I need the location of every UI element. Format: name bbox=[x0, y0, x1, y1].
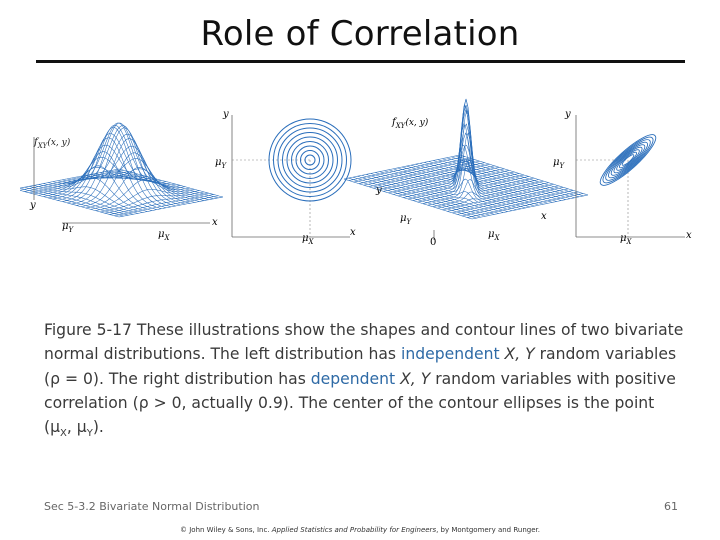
mesh-line bbox=[57, 133, 162, 201]
svg-text:x: x bbox=[686, 230, 692, 241]
mesh-line bbox=[467, 193, 584, 218]
mesh-line bbox=[20, 168, 120, 189]
mesh-line bbox=[104, 192, 209, 214]
bivariate-normal-figure: fXY(x, y) y μY μX x y μY μX x fXY(x, y) … bbox=[20, 98, 692, 248]
section-footer: Sec 5-3.2 Bivariate Normal Distribution bbox=[44, 500, 260, 513]
mesh-line bbox=[403, 104, 520, 198]
mesh-line bbox=[90, 179, 195, 210]
contour-ellipse bbox=[610, 144, 646, 176]
contour-circle bbox=[282, 132, 338, 188]
mesh-line bbox=[432, 182, 549, 207]
mesh-line bbox=[43, 166, 148, 197]
mesh-line bbox=[427, 178, 544, 206]
mesh-line bbox=[417, 132, 534, 203]
mesh-line bbox=[457, 190, 574, 215]
mesh-line bbox=[95, 189, 200, 211]
contour-ellipse bbox=[621, 154, 635, 166]
svg-text:μX: μX bbox=[488, 229, 501, 242]
independent-surface-mesh bbox=[20, 122, 224, 218]
slide-title: Role of Correlation bbox=[200, 14, 520, 54]
svg-text:μY: μY bbox=[400, 213, 413, 226]
svg-text:x: x bbox=[541, 211, 547, 222]
contour-circle bbox=[277, 127, 343, 193]
mesh-line bbox=[388, 160, 505, 194]
mesh-line bbox=[398, 123, 515, 197]
mesh-line bbox=[447, 187, 564, 212]
mesh-line bbox=[393, 144, 510, 195]
dependent-contour-panel: y μY μX x bbox=[553, 109, 692, 246]
mesh-line bbox=[452, 188, 569, 214]
mesh-line bbox=[471, 194, 589, 220]
contour-circle bbox=[291, 141, 329, 179]
contour-circle bbox=[304, 154, 316, 166]
contour-circle bbox=[295, 145, 325, 175]
mesh-line bbox=[353, 157, 470, 183]
mesh-line bbox=[462, 191, 579, 217]
svg-text:x: x bbox=[350, 227, 356, 238]
svg-text:μX: μX bbox=[158, 229, 171, 242]
svg-text:fXY(x, y): fXY(x, y) bbox=[391, 117, 429, 130]
contour-ellipse bbox=[599, 134, 657, 186]
mesh-line bbox=[109, 194, 214, 215]
contour-circle bbox=[286, 136, 334, 184]
svg-text:y: y bbox=[375, 185, 382, 196]
contour-circle bbox=[268, 118, 352, 202]
svg-text:x: x bbox=[212, 217, 218, 228]
mesh-line bbox=[412, 108, 529, 201]
svg-text:μY: μY bbox=[553, 157, 566, 170]
contour-circle bbox=[300, 150, 320, 170]
figure-caption: Figure 5-17 These illustrations show the… bbox=[44, 321, 684, 440]
mesh-line bbox=[38, 173, 143, 196]
elliptical-contours bbox=[599, 134, 657, 186]
title-underline bbox=[36, 60, 685, 63]
mesh-line bbox=[29, 172, 134, 194]
mesh-line bbox=[48, 156, 153, 199]
contour-ellipse bbox=[608, 141, 648, 179]
dependent-surface-panel: fXY(x, y) y μY μX x 0 bbox=[343, 98, 589, 248]
mesh-line bbox=[52, 144, 157, 200]
contour-ellipse bbox=[613, 146, 643, 174]
mesh-line bbox=[66, 122, 172, 204]
mesh-line bbox=[85, 167, 190, 209]
mesh-line bbox=[358, 159, 475, 184]
mesh-line bbox=[24, 171, 129, 192]
contour-ellipse bbox=[602, 136, 654, 184]
svg-text:μX: μX bbox=[302, 233, 315, 246]
mesh-line bbox=[62, 125, 167, 202]
dependent-surface-mesh bbox=[343, 98, 589, 220]
mesh-line bbox=[118, 168, 224, 198]
contour-ellipse bbox=[605, 139, 651, 181]
mesh-line bbox=[71, 127, 176, 205]
contour-ellipse bbox=[616, 149, 640, 171]
svg-text:μY: μY bbox=[215, 157, 228, 170]
mesh-line bbox=[114, 195, 219, 216]
mesh-line bbox=[368, 162, 485, 187]
contour-circle bbox=[273, 123, 347, 197]
mesh-line bbox=[343, 154, 461, 180]
contour-ellipse bbox=[618, 151, 638, 169]
svg-text:y: y bbox=[222, 109, 229, 120]
mesh-line bbox=[378, 165, 495, 191]
svg-text:y: y bbox=[564, 109, 571, 120]
page-number: 61 bbox=[664, 500, 678, 513]
mesh-line bbox=[437, 183, 554, 209]
copyright-credit: © John Wiley & Sons, Inc. Applied Statis… bbox=[180, 526, 540, 534]
svg-text:μY: μY bbox=[62, 221, 75, 234]
mesh-line bbox=[348, 156, 465, 181]
y-axis-label: y bbox=[29, 200, 36, 211]
svg-text:0: 0 bbox=[430, 237, 436, 248]
svg-text:μX: μX bbox=[620, 233, 633, 246]
independent-surface-panel: fXY(x, y) y μY μX x bbox=[20, 122, 224, 242]
mesh-line bbox=[81, 152, 186, 207]
circular-contours bbox=[268, 118, 352, 202]
mesh-line bbox=[422, 158, 539, 204]
independent-contour-panel: y μY μX x bbox=[215, 109, 356, 246]
svg-text:fXY(x, y): fXY(x, y) bbox=[33, 137, 71, 150]
mesh-line bbox=[100, 191, 205, 213]
mesh-line bbox=[407, 98, 525, 200]
mesh-line bbox=[383, 167, 500, 192]
mesh-line bbox=[118, 196, 224, 218]
mesh-line bbox=[20, 170, 124, 191]
mesh-line bbox=[442, 185, 559, 211]
